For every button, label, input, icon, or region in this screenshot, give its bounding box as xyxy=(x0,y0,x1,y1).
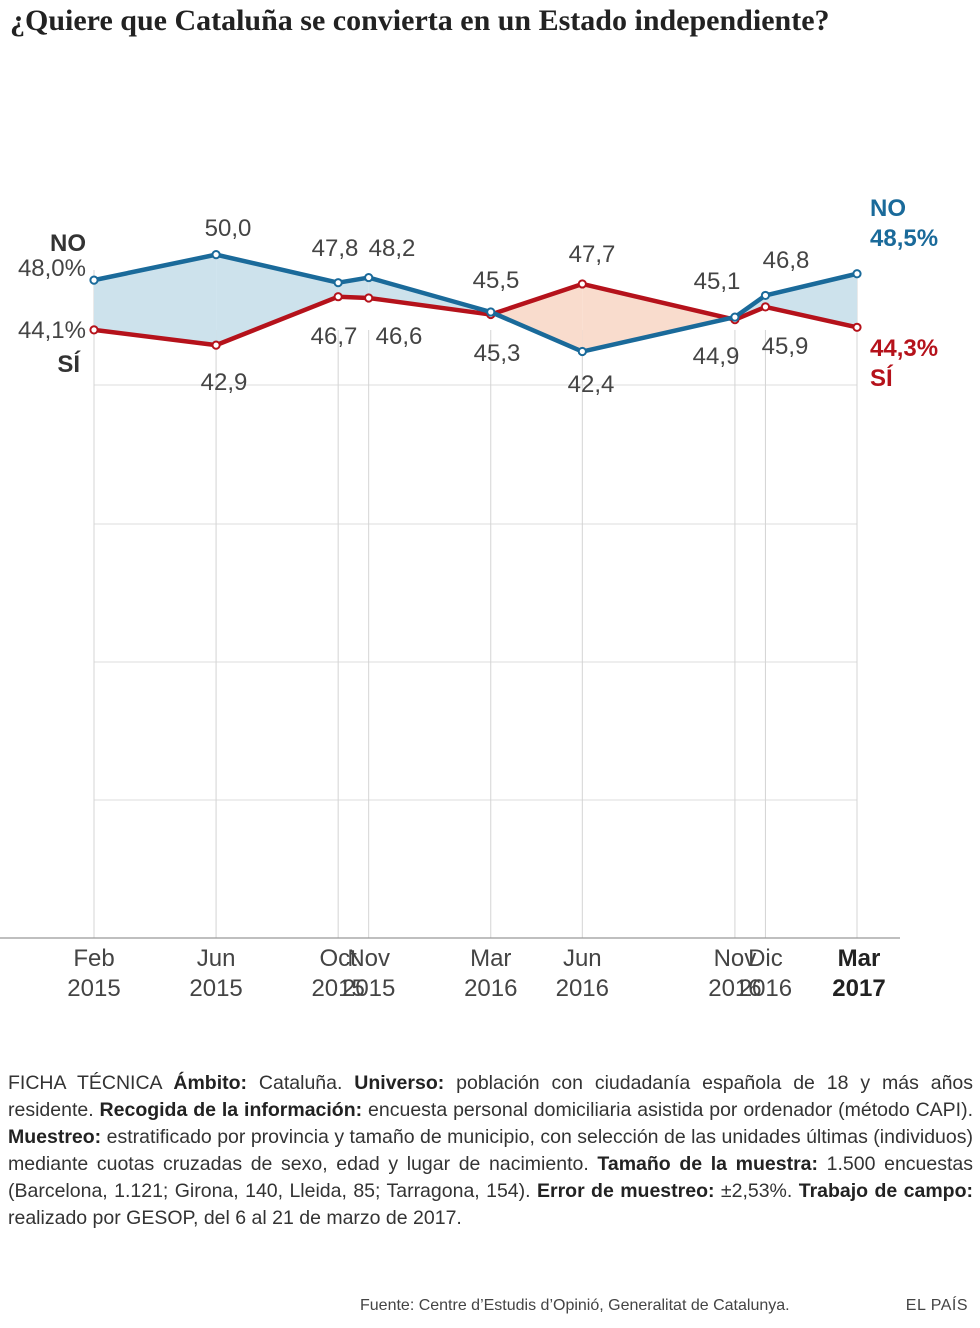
x-tick-label-year: 2015 xyxy=(311,975,364,1002)
series-name-si: SÍ xyxy=(870,364,894,392)
data-label-si: 44,3% xyxy=(870,335,938,362)
ficha-text: población con ciudadanía española de 18 … xyxy=(8,1072,974,1121)
x-tick-label-year: 2015 xyxy=(67,975,120,1002)
data-point xyxy=(760,290,771,301)
x-tick-label-year: 2015 xyxy=(189,975,242,1002)
ficha-bold: Tamaño de la muestra: xyxy=(597,1153,819,1175)
data-label-no: 48,2 xyxy=(369,235,416,262)
x-tick-label-year: 2017 xyxy=(832,975,885,1002)
data-point xyxy=(333,278,343,288)
series-name-si: SÍ xyxy=(57,350,81,378)
ficha-text: ±2,53%. xyxy=(714,1180,799,1202)
data-label-si: 45,3 xyxy=(474,340,521,367)
ficha-text: estratificado por provincia y tamaño de … xyxy=(8,1126,973,1175)
x-tick-label-month: Dic xyxy=(748,945,783,972)
data-point xyxy=(89,325,99,335)
x-tick-label-month: Feb xyxy=(73,945,114,972)
data-point xyxy=(211,250,221,260)
data-label-si: 47,7 xyxy=(569,241,616,268)
x-tick-label-year: 2015 xyxy=(342,975,395,1002)
data-label-si: 42,9 xyxy=(201,369,248,396)
ficha-text: realizado por GESOP, del 6 al 21 de marz… xyxy=(8,1207,462,1229)
ficha-bold: Trabajo de campo: xyxy=(798,1180,973,1202)
data-label-no: 42,4 xyxy=(568,371,615,398)
x-tick-label-year: 2016 xyxy=(708,975,761,1002)
data-label-no: 48,5% xyxy=(870,225,938,252)
x-tick-label-month: Nov xyxy=(347,945,390,972)
line-chart: 48,0% 50,0 47,8 48,2 45,5 42,4 45,1 46,8 44,1% 42… xyxy=(0,195,938,1002)
ficha-text: encuesta personal domiciliaria asistida … xyxy=(362,1099,973,1121)
data-point xyxy=(333,292,343,302)
data-label-si: 44,1% xyxy=(18,317,86,344)
x-tick-label-year: 2016 xyxy=(739,975,792,1002)
gap-fill-area xyxy=(94,254,217,346)
data-label-si: 46,7 xyxy=(311,323,358,350)
data-label-no: 45,1 xyxy=(694,268,741,295)
ficha-text: FICHA TÉCNICA xyxy=(8,1072,174,1094)
ficha-bold: Error de muestreo: xyxy=(536,1180,715,1202)
data-label-si: 46,6 xyxy=(376,323,423,350)
data-point xyxy=(211,340,221,350)
data-point xyxy=(89,275,99,285)
data-label-si: 44,9 xyxy=(693,343,740,370)
data-label-no: 47,8 xyxy=(312,235,359,262)
data-label-no: 46,8 xyxy=(763,247,810,274)
data-label-no: 45,5 xyxy=(473,267,520,294)
data-point xyxy=(730,312,740,322)
source-note: Fuente: Centre d’Estudis d’Opinió, Gener… xyxy=(360,1297,790,1314)
data-point xyxy=(364,272,374,283)
ficha-bold: Ámbito: xyxy=(173,1072,248,1094)
ficha-bold: Recogida de la información: xyxy=(99,1099,363,1121)
ficha-tecnica: FICHA TÉCNICA Ámbito: Cataluña. Universo… xyxy=(8,1070,973,1232)
brand-logo: EL PAÍS xyxy=(905,1297,968,1314)
data-point xyxy=(760,302,771,312)
gap-fill-area xyxy=(765,273,857,328)
ficha-bold: Muestreo: xyxy=(8,1126,102,1148)
ficha-text: 1.500 encuestas (Barcelona, 1.121; Giron… xyxy=(8,1153,974,1202)
x-tick-label-year: 2016 xyxy=(464,975,517,1002)
x-tick-label-month: Oct xyxy=(319,945,357,972)
ficha-text: Cataluña. xyxy=(247,1072,355,1094)
data-point xyxy=(577,346,587,357)
data-label-no: 50,0 xyxy=(205,215,252,242)
ficha-bold: Universo: xyxy=(354,1072,445,1094)
x-tick-label-year: 2016 xyxy=(556,975,609,1002)
data-point xyxy=(577,279,587,289)
chart-title: ¿Quiere que Cataluña se convierta en un … xyxy=(10,4,830,37)
data-label-no: 48,0% xyxy=(18,255,86,282)
series-name-no: NO xyxy=(50,230,86,257)
data-point xyxy=(852,269,862,279)
x-tick-label-month: Mar xyxy=(470,945,511,972)
series-name-no: NO xyxy=(870,195,906,222)
x-tick-label-month: Nov xyxy=(714,945,757,972)
x-tick-label-month: Jun xyxy=(197,945,236,972)
data-point xyxy=(852,322,862,332)
x-tick-label-month: Jun xyxy=(563,945,602,972)
data-point xyxy=(364,293,374,303)
x-tick-label-month: Mar xyxy=(838,945,881,972)
data-point xyxy=(486,307,496,317)
gap-fill-area xyxy=(494,283,583,352)
data-label-si: 45,9 xyxy=(762,333,809,360)
gap-fill-area xyxy=(582,283,730,352)
